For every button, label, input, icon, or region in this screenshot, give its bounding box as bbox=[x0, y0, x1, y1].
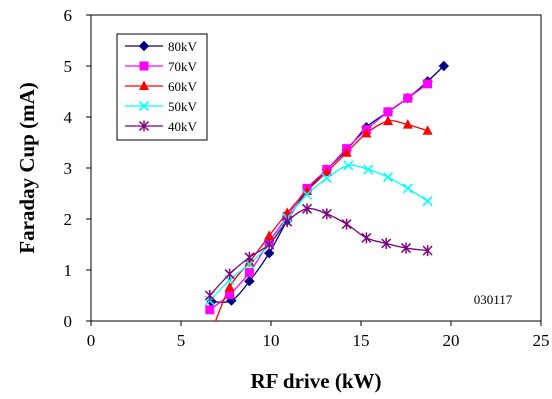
data-point-40kV bbox=[422, 245, 433, 257]
legend-marker-40kV bbox=[138, 120, 150, 132]
legend bbox=[116, 33, 208, 141]
y-tick-label: 2 bbox=[64, 210, 73, 229]
x-axis-title: RF drive (kW) bbox=[250, 369, 381, 393]
legend-label: 50kV bbox=[168, 99, 198, 114]
legend-marker-70kV bbox=[139, 61, 149, 71]
data-point-70kV bbox=[423, 79, 433, 89]
y-tick-label: 5 bbox=[64, 57, 73, 76]
data-point-60kV bbox=[341, 147, 352, 157]
x-tick-label: 5 bbox=[177, 331, 186, 350]
data-point-50kV bbox=[402, 183, 413, 194]
data-point-50kV bbox=[321, 173, 332, 184]
y-tick-label: 1 bbox=[64, 261, 73, 280]
legend-label: 40kV bbox=[168, 119, 198, 134]
data-point-70kV bbox=[383, 107, 393, 117]
y-tick-label: 0 bbox=[64, 312, 73, 331]
chart-annotation: 030117 bbox=[474, 292, 513, 307]
data-point-70kV bbox=[244, 268, 254, 278]
data-point-40kV bbox=[301, 203, 313, 215]
data-point-70kV bbox=[225, 289, 235, 299]
data-point-60kV bbox=[383, 115, 393, 126]
data-point-50kV bbox=[422, 196, 433, 207]
y-tick-label: 6 bbox=[64, 6, 73, 25]
data-point-70kV bbox=[205, 305, 215, 315]
x-tick-label: 15 bbox=[353, 331, 370, 350]
data-point-60kV bbox=[224, 281, 235, 292]
data-point-40kV bbox=[264, 239, 275, 250]
data-point-40kV bbox=[361, 232, 372, 244]
data-point-40kV bbox=[321, 208, 332, 220]
legend-marker-50kV bbox=[138, 100, 150, 112]
data-point-50kV bbox=[363, 164, 374, 175]
x-tick-label: 25 bbox=[533, 331, 550, 350]
x-tick-label: 20 bbox=[443, 331, 460, 350]
data-point-40kV bbox=[400, 242, 412, 254]
y-tick-label: 3 bbox=[64, 159, 73, 178]
data-point-40kV bbox=[282, 216, 293, 228]
y-axis-title: Faraday Cup (mA) bbox=[15, 82, 39, 254]
data-point-40kV bbox=[224, 268, 235, 280]
data-point-50kV bbox=[343, 160, 354, 171]
data-point-60kV bbox=[402, 119, 413, 129]
data-point-60kV bbox=[361, 127, 372, 138]
legend-label: 70kV bbox=[168, 59, 198, 74]
data-point-40kV bbox=[244, 251, 255, 263]
x-tick-label: 0 bbox=[87, 331, 96, 350]
data-point-80kV bbox=[244, 276, 255, 287]
data-point-80kV bbox=[263, 247, 275, 259]
data-point-50kV bbox=[301, 189, 313, 200]
data-point-70kV bbox=[403, 93, 413, 103]
x-tick-label: 10 bbox=[263, 331, 280, 350]
legend-label: 60kV bbox=[168, 79, 198, 94]
data-point-60kV bbox=[321, 166, 332, 177]
data-point-60kV bbox=[264, 230, 275, 240]
legend-marker-80kV bbox=[138, 40, 150, 52]
data-point-80kV bbox=[438, 60, 450, 72]
data-point-40kV bbox=[341, 218, 352, 230]
data-point-60kV bbox=[422, 125, 433, 135]
legend-marker-60kV bbox=[139, 80, 149, 90]
y-tick-label: 4 bbox=[64, 108, 73, 127]
legend-label: 80kV bbox=[168, 39, 198, 54]
data-point-50kV bbox=[382, 172, 394, 183]
data-point-40kV bbox=[381, 237, 392, 249]
data-point-40kV bbox=[204, 290, 215, 301]
